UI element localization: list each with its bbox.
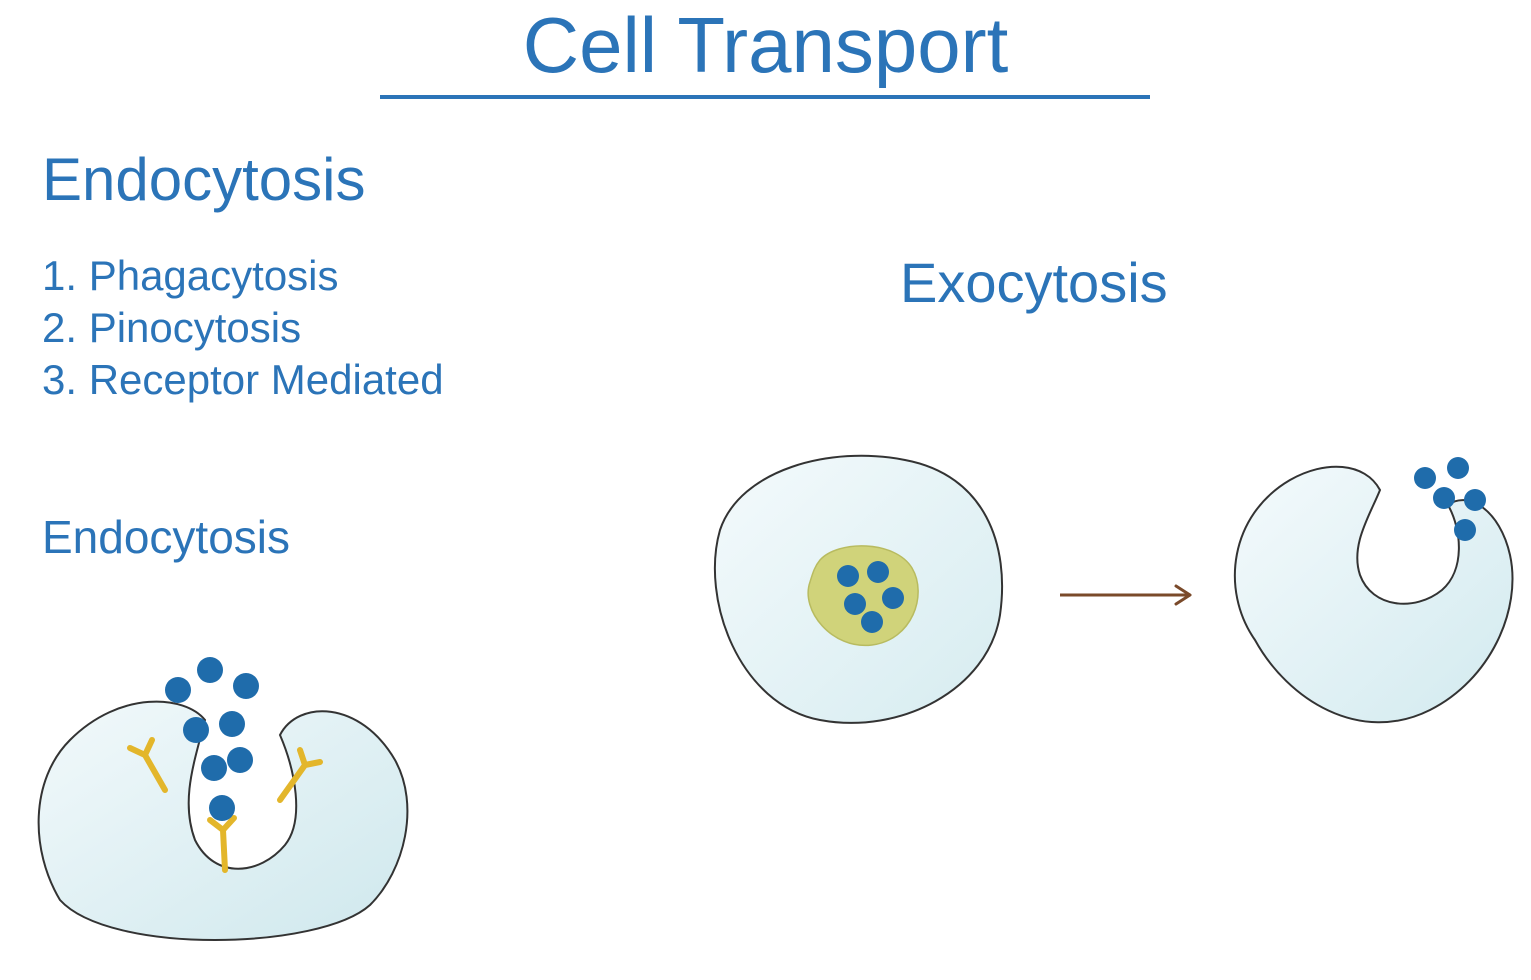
diagram-layer bbox=[0, 0, 1531, 980]
endocytosis-cell-icon bbox=[39, 657, 408, 940]
exocytosis-closed-cell-icon bbox=[715, 456, 1002, 723]
exocytosis-open-cell-icon bbox=[1235, 457, 1513, 722]
particle-cluster-icon bbox=[1414, 457, 1486, 541]
arrow-icon bbox=[1060, 586, 1190, 604]
